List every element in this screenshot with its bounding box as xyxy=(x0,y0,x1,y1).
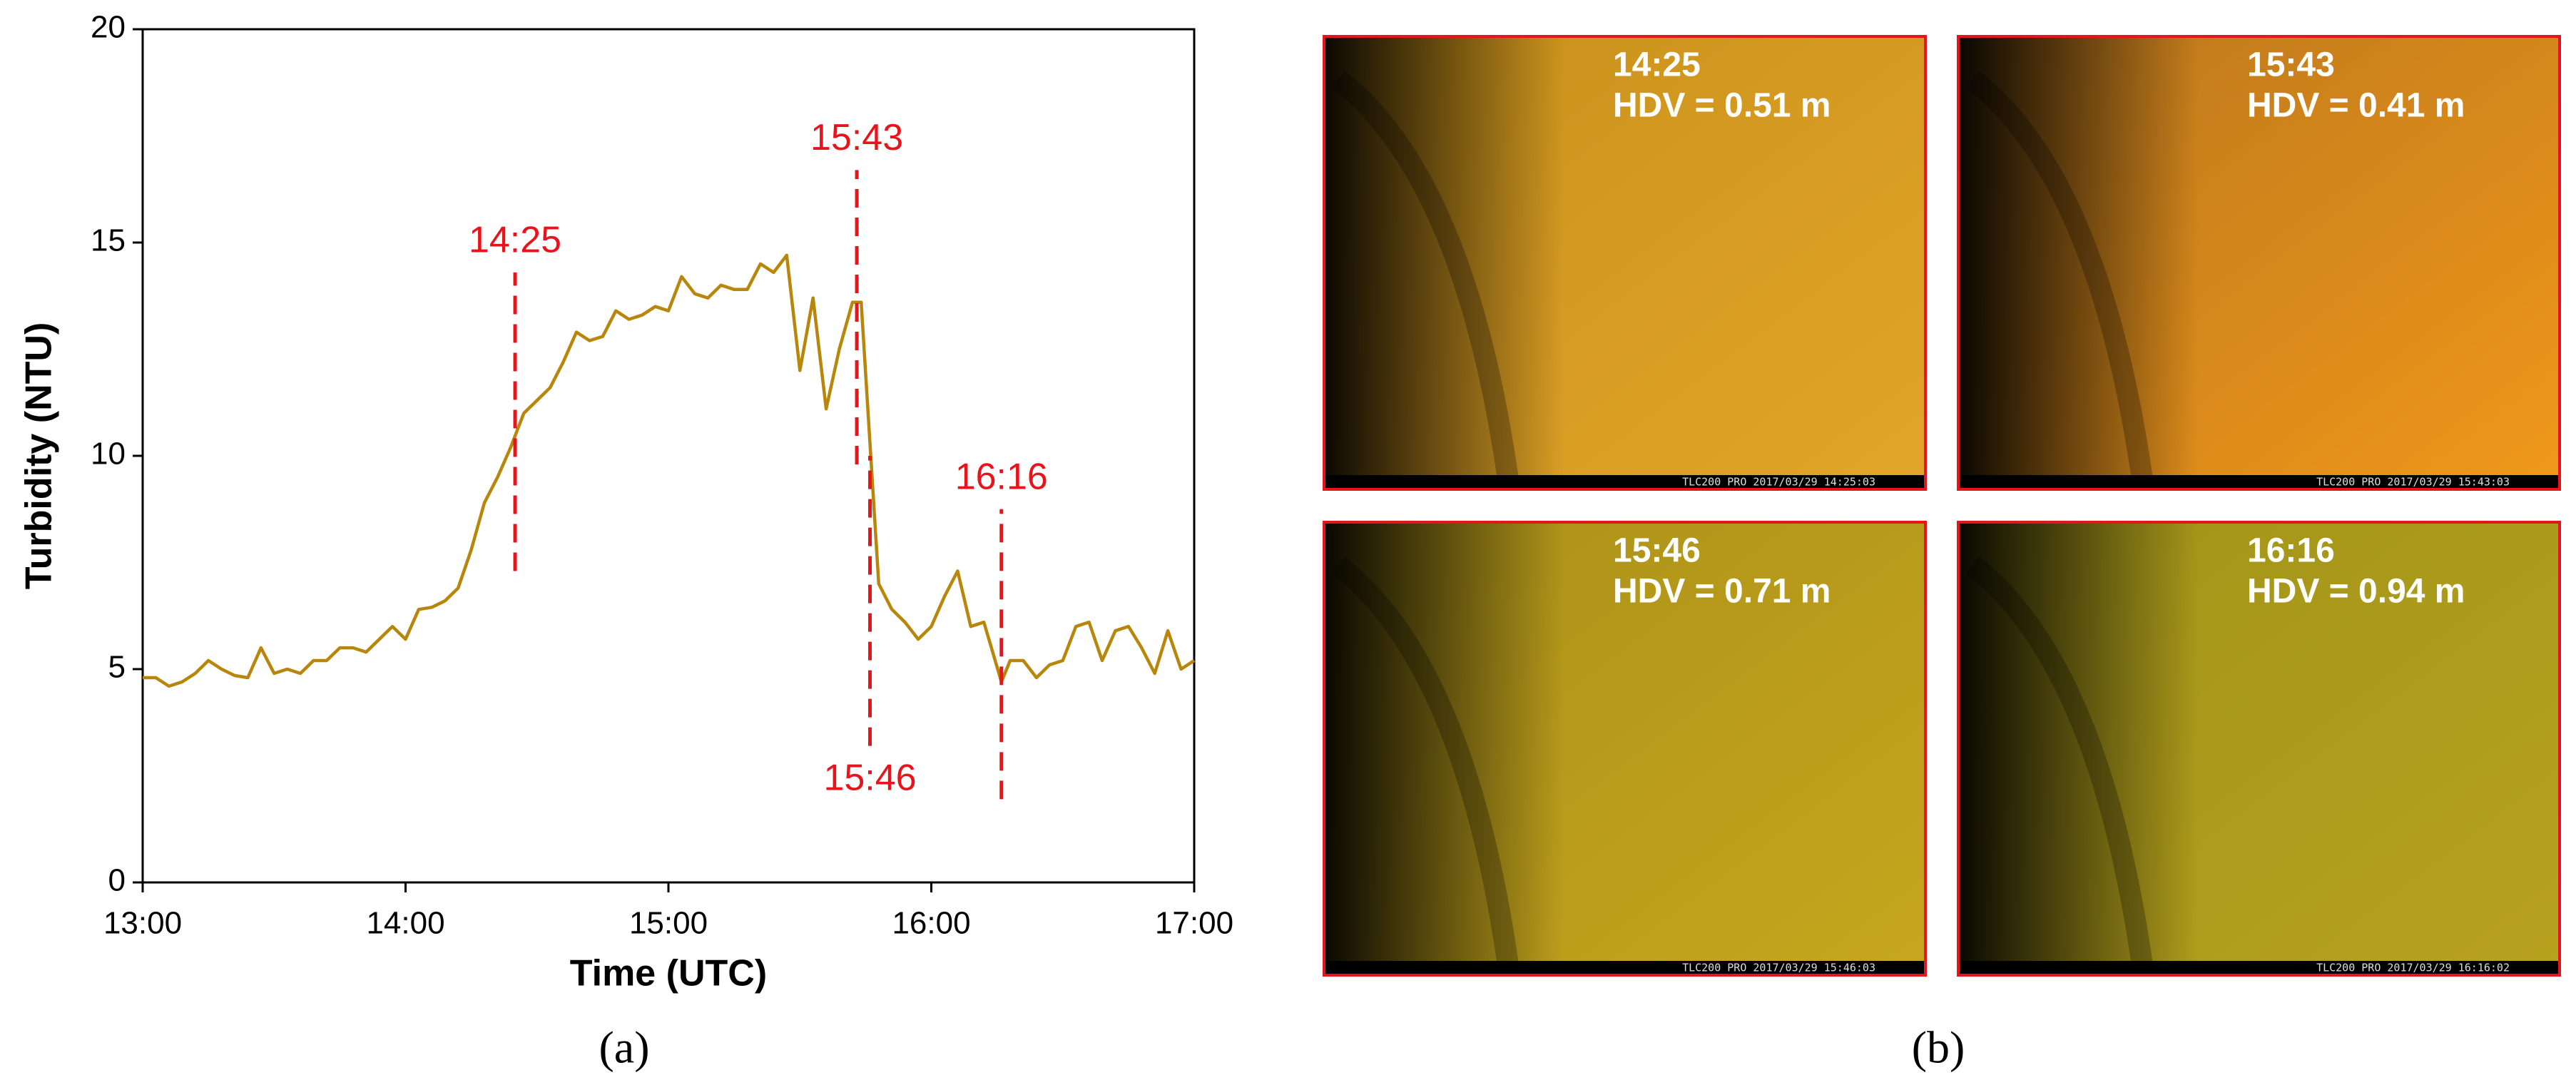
photo-hdv: HDV = 0.41 m xyxy=(2247,87,2465,125)
photo-footer-bar xyxy=(1325,961,1924,974)
photo-footer: TLC200 PRO 2017/03/29 14:25:03 xyxy=(1682,476,1875,489)
photo-footer-bar xyxy=(1960,475,2558,488)
photo-footer: TLC200 PRO 2017/03/29 16:16:02 xyxy=(2316,962,2510,974)
photo-border xyxy=(1323,35,1927,491)
y-tick-label: 0 xyxy=(108,863,126,898)
photo-time: 16:16 xyxy=(2247,532,2335,570)
photo-structure xyxy=(1965,556,2154,977)
photo-border xyxy=(1957,521,2561,977)
x-tick-label: 15:00 xyxy=(629,906,708,941)
x-tick-label: 13:00 xyxy=(103,906,182,941)
y-tick-label: 5 xyxy=(108,650,126,685)
x-tick-label: 17:00 xyxy=(1155,906,1233,941)
y-tick-label: 15 xyxy=(91,223,126,258)
y-tick-label: 10 xyxy=(91,437,126,472)
photo-time: 15:46 xyxy=(1613,532,1701,570)
photo-structure xyxy=(1331,71,1520,491)
panel-label: (b) xyxy=(1912,1022,1965,1073)
annotation-label: 15:43 xyxy=(810,117,903,158)
photo-border xyxy=(1957,35,2561,491)
photo-structure xyxy=(1331,556,1520,977)
photo-hdv: HDV = 0.94 m xyxy=(2247,573,2465,611)
photo-footer: TLC200 PRO 2017/03/29 15:43:03 xyxy=(2316,476,2510,489)
annotation-label: 16:16 xyxy=(955,456,1048,497)
photo-shadow xyxy=(1958,36,2560,489)
panel-label: (a) xyxy=(599,1022,649,1073)
x-axis-title: Time (UTC) xyxy=(570,953,767,994)
x-tick-label: 16:00 xyxy=(892,906,970,941)
photo-time: 14:25 xyxy=(1613,46,1701,84)
photo-footer: TLC200 PRO 2017/03/29 15:46:03 xyxy=(1682,962,1875,974)
photo-shadow xyxy=(1958,522,2560,975)
photo-time: 15:43 xyxy=(2247,46,2335,84)
photo-hdv: HDV = 0.71 m xyxy=(1613,573,1831,611)
turbidity-line xyxy=(143,253,1196,688)
photo-shadow xyxy=(1324,36,1925,489)
photo-footer-bar xyxy=(1325,475,1924,488)
annotation-label: 15:46 xyxy=(823,757,916,798)
annotation-label: 14:25 xyxy=(469,220,561,261)
photo-hdv: HDV = 0.51 m xyxy=(1613,87,1831,125)
y-axis-title: Turbidity (NTU) xyxy=(19,322,60,590)
photo-shadow xyxy=(1324,522,1925,975)
y-tick-label: 20 xyxy=(91,10,126,45)
photo-structure xyxy=(1965,71,2154,491)
x-tick-label: 14:00 xyxy=(366,906,444,941)
photo-border xyxy=(1323,521,1927,977)
photo-footer-bar xyxy=(1960,961,2558,974)
